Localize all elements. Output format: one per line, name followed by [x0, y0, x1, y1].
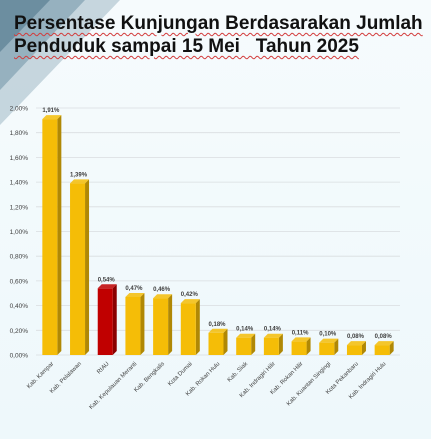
- data-labels: 1,91% 1,39% 0,54% 0,47% 0,46% 0,42% 0,18% 0,14%…: [42, 108, 392, 340]
- y-tick-label: 2,00%: [10, 106, 29, 113]
- bar: [153, 294, 173, 355]
- bar-top: [291, 337, 311, 342]
- bar-front: [208, 332, 224, 355]
- x-tick-label: Kota Dumai: [167, 361, 193, 387]
- data-label: 1,91%: [42, 108, 60, 114]
- y-tick-label: 0,60%: [10, 278, 29, 285]
- bar-front: [153, 298, 169, 355]
- bar: [291, 337, 311, 355]
- bar-side: [57, 115, 62, 356]
- bar-front: [42, 119, 58, 356]
- bar-side: [278, 333, 283, 355]
- data-label: 0,14%: [236, 327, 254, 333]
- data-label: 0,18%: [208, 322, 226, 328]
- data-label: 0,47%: [125, 286, 143, 292]
- bar-front: [346, 345, 362, 355]
- data-label: 0,54%: [98, 277, 116, 283]
- y-tick-label: 1,00%: [10, 229, 29, 236]
- data-label: 0,11%: [292, 330, 309, 336]
- bar: [374, 341, 394, 355]
- corner-decoration: [0, 0, 120, 125]
- bar-front: [236, 337, 252, 355]
- gridlines: [36, 107, 400, 356]
- bar-side: [112, 284, 117, 355]
- bar-top: [374, 341, 394, 346]
- bar: [236, 333, 256, 355]
- bar-side: [168, 294, 173, 355]
- data-label: 0,08%: [347, 334, 365, 340]
- bar-front: [291, 341, 307, 355]
- bar-front: [374, 345, 390, 355]
- bar-front: [319, 342, 335, 355]
- bar-side: [389, 341, 394, 355]
- bar: [346, 341, 366, 355]
- bar-top: [125, 292, 145, 297]
- data-label: 0,14%: [264, 327, 282, 333]
- y-tick-label: 1,40%: [10, 180, 29, 187]
- y-tick-label: 1,80%: [10, 130, 29, 137]
- bar-side: [334, 338, 339, 355]
- bar-side: [361, 341, 366, 355]
- chart-title-line2: Penduduk sampai 15 Mei Tahun 2025: [14, 36, 359, 57]
- bar: [319, 338, 339, 355]
- y-tick-label: 0,00%: [10, 353, 29, 360]
- x-tick-label: Kab. Bengkalis: [133, 361, 166, 394]
- y-axis-ticks: 0,00% 0,20% 0,40% 0,60% 0,80% 1,00% 1,20% 1,40%…: [10, 106, 29, 360]
- bar-top: [263, 333, 283, 338]
- data-label: 1,39%: [70, 172, 88, 178]
- bar: [70, 179, 90, 355]
- x-tick-label: Kab. Siak: [227, 360, 250, 383]
- y-tick-label: 1,60%: [10, 155, 29, 162]
- bar-side: [223, 328, 228, 355]
- data-label: 0,08%: [375, 334, 393, 340]
- y-tick-label: 1,20%: [10, 204, 29, 211]
- y-tick-label: 0,40%: [10, 303, 29, 310]
- bar-top: [208, 328, 228, 333]
- bar-side: [140, 292, 145, 355]
- bar-front: [180, 303, 196, 355]
- bar-top: [236, 333, 256, 338]
- bar-side: [85, 179, 90, 355]
- bar-top: [70, 179, 90, 184]
- data-label: 0,10%: [319, 332, 337, 338]
- bar-top: [346, 341, 366, 346]
- data-label: 0,42%: [181, 292, 199, 298]
- y-tick-label: 0,80%: [10, 254, 29, 261]
- bar-top: [153, 294, 173, 299]
- bar-front: [70, 183, 86, 355]
- chart-title-line1: Persentase Kunjungan Berdasarakan Jumlah: [14, 13, 423, 34]
- y-tick-label: 0,20%: [10, 328, 29, 335]
- bar-top: [319, 338, 339, 343]
- bar: [42, 115, 62, 356]
- bar: [125, 292, 145, 355]
- bar-front: [97, 288, 113, 355]
- bar-top: [42, 115, 62, 120]
- x-tick-label: RIAU: [96, 361, 110, 375]
- bars: [42, 115, 394, 356]
- data-label: 0,46%: [153, 287, 171, 293]
- bar-side: [306, 337, 311, 355]
- bar-front: [263, 337, 279, 355]
- bar-side: [251, 333, 256, 355]
- bar-front: [125, 296, 141, 355]
- chart-title: Persentase Kunjungan Berdasarakan Jumlah…: [14, 12, 424, 58]
- bar: [180, 299, 200, 355]
- bar-side: [195, 299, 200, 355]
- bar-top: [97, 284, 117, 289]
- bar-top: [180, 299, 200, 304]
- bar: [263, 333, 283, 355]
- bar: [208, 328, 228, 355]
- bar: [97, 284, 117, 355]
- x-tick-label: Kab. Kepulauan Meranti: [89, 361, 139, 411]
- x-tick-label: Kab. Kampar: [26, 361, 55, 390]
